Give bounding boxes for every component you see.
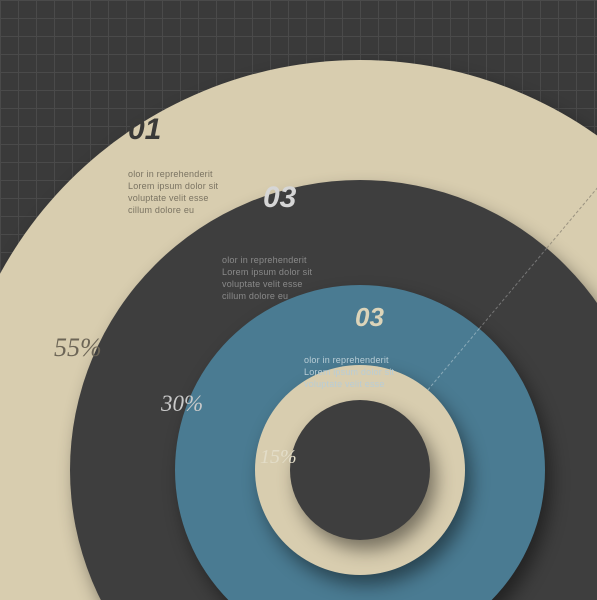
infographic-canvas: 01 olor in reprehenderitLorem ipsum dolor… bbox=[0, 0, 597, 600]
segment-number-3: 03 bbox=[355, 302, 384, 333]
segment-percent-1: 55% bbox=[54, 333, 102, 363]
segment-percent-2: 30% bbox=[161, 391, 203, 417]
segment-body-2: olor in reprehenderitLorem ipsum dolor s… bbox=[222, 254, 312, 303]
segment-body-3: olor in reprehenderitLorem ipsum dolor s… bbox=[304, 354, 394, 390]
ring-5 bbox=[290, 400, 430, 540]
segment-number-2: 03 bbox=[263, 181, 296, 215]
segment-percent-3: 15% bbox=[260, 446, 297, 469]
segment-number-1: 01 bbox=[128, 113, 161, 147]
segment-body-1: olor in reprehenderitLorem ipsum dolor s… bbox=[128, 168, 218, 217]
